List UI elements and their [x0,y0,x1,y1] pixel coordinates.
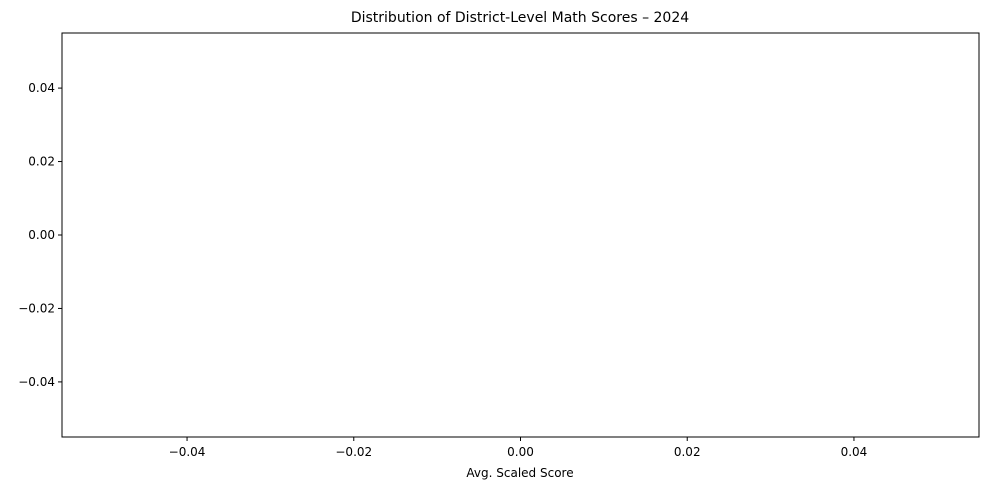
x-axis-label: Avg. Scaled Score [466,466,573,480]
chart-title: Distribution of District-Level Math Scor… [351,10,689,26]
y-tick-label: −0.04 [18,375,55,389]
y-axis: 0.04 0.02 0.00 −0.02 −0.04 [18,81,62,389]
plot-frame [61,32,980,438]
x-tick-label: −0.04 [169,445,206,459]
y-tick-label: 0.02 [28,155,55,169]
plot-area [61,32,980,438]
y-tick-label: 0.00 [28,228,55,242]
x-tick-label: −0.02 [335,445,372,459]
x-axis: −0.04 −0.02 0.00 0.02 0.04 [169,437,868,459]
y-tick-label: 0.04 [28,81,55,95]
x-tick-label: 0.02 [674,445,701,459]
y-tick-label: −0.02 [18,301,55,315]
x-tick-label: 0.04 [841,445,868,459]
x-tick-label: 0.00 [507,445,534,459]
